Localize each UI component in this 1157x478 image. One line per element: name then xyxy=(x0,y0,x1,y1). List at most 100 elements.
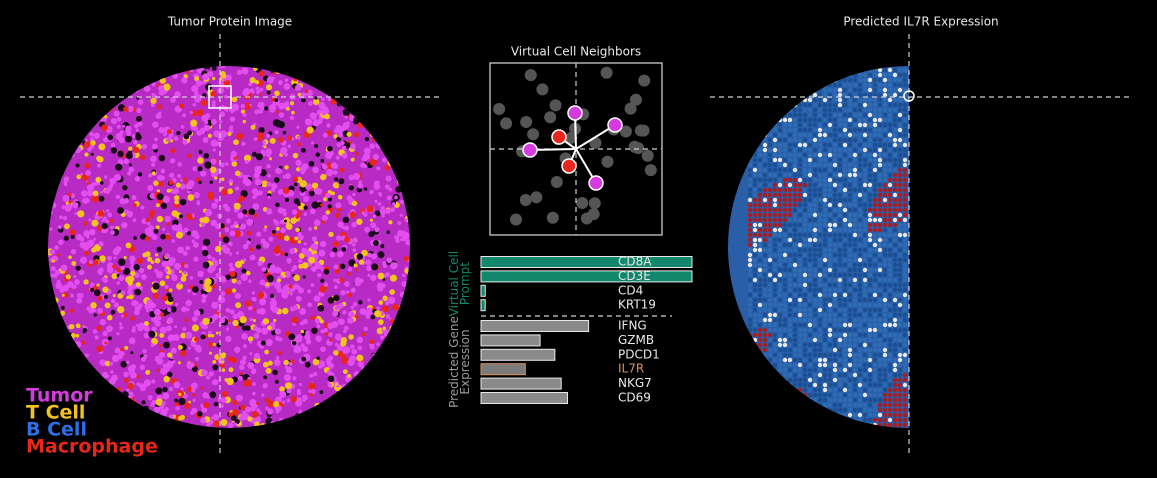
spot xyxy=(817,177,823,183)
cell xyxy=(311,81,317,88)
cell xyxy=(252,307,257,312)
spot xyxy=(812,152,818,158)
spot xyxy=(842,277,848,283)
spot xyxy=(777,357,783,363)
spot xyxy=(827,332,833,338)
spot xyxy=(767,112,773,118)
cell xyxy=(48,336,51,341)
spot xyxy=(807,157,813,163)
spot xyxy=(817,267,823,273)
cell xyxy=(311,201,319,209)
cell xyxy=(365,370,370,374)
cell xyxy=(110,142,116,148)
cell xyxy=(291,341,297,346)
spot xyxy=(762,177,768,183)
spot xyxy=(847,182,853,188)
spot xyxy=(902,122,908,128)
spot xyxy=(767,82,773,88)
spot xyxy=(817,132,823,138)
cell xyxy=(619,125,632,138)
spot xyxy=(877,372,883,378)
cell xyxy=(174,91,181,99)
spot xyxy=(882,72,888,78)
cell xyxy=(239,225,243,230)
cell xyxy=(399,303,405,310)
cell xyxy=(272,369,278,376)
spot xyxy=(867,167,873,173)
spot xyxy=(777,307,783,313)
spot xyxy=(882,257,888,263)
spot xyxy=(752,192,758,198)
spot xyxy=(797,137,803,143)
spot xyxy=(887,322,893,328)
cell xyxy=(346,69,353,76)
cell xyxy=(387,159,395,167)
spot xyxy=(787,122,793,128)
spot xyxy=(842,207,848,213)
cell xyxy=(267,195,271,199)
cell xyxy=(287,144,292,148)
spot xyxy=(757,387,763,393)
spot xyxy=(787,217,793,223)
spot xyxy=(762,212,768,218)
spot xyxy=(837,357,843,363)
cell xyxy=(167,317,174,324)
cell xyxy=(352,237,358,243)
spot xyxy=(822,187,828,193)
cell xyxy=(327,197,333,202)
spot xyxy=(827,207,833,213)
spot xyxy=(797,352,803,358)
spot xyxy=(812,417,818,423)
spot xyxy=(862,157,868,163)
cell xyxy=(341,153,348,159)
cell xyxy=(130,316,135,321)
cell xyxy=(173,195,180,201)
spot xyxy=(757,137,763,143)
spot xyxy=(842,382,848,388)
spot xyxy=(827,137,833,143)
spot xyxy=(832,162,838,168)
cell xyxy=(274,245,281,251)
cell xyxy=(364,164,368,168)
cell xyxy=(132,218,137,223)
cell xyxy=(157,315,162,321)
cell xyxy=(291,110,295,115)
spot xyxy=(897,182,903,188)
cell xyxy=(95,375,103,383)
cell xyxy=(274,328,281,335)
cell xyxy=(298,409,302,413)
cell xyxy=(396,364,400,369)
spot xyxy=(897,257,903,263)
spot xyxy=(812,337,818,343)
cell xyxy=(289,248,296,255)
cell xyxy=(312,315,317,320)
spot xyxy=(827,362,833,368)
spot xyxy=(842,97,848,103)
spot xyxy=(857,172,863,178)
spot xyxy=(767,202,773,208)
spot xyxy=(897,287,903,293)
spot xyxy=(882,212,888,218)
spot xyxy=(852,357,858,363)
cell xyxy=(280,275,284,279)
cell xyxy=(369,143,376,150)
spot xyxy=(867,337,873,343)
cell xyxy=(97,268,104,275)
spot xyxy=(872,362,878,368)
cell xyxy=(48,124,53,129)
spot xyxy=(822,122,828,128)
spot xyxy=(822,162,828,168)
cell xyxy=(294,84,302,91)
spot xyxy=(862,292,868,298)
spot xyxy=(772,252,778,258)
spot xyxy=(882,162,888,168)
cell xyxy=(177,246,185,254)
spot xyxy=(852,82,858,88)
cell xyxy=(325,402,333,410)
spot xyxy=(777,237,783,243)
cell xyxy=(176,130,181,136)
cell xyxy=(195,177,200,182)
spot xyxy=(822,332,828,338)
cell xyxy=(140,205,145,210)
spot xyxy=(772,122,778,128)
